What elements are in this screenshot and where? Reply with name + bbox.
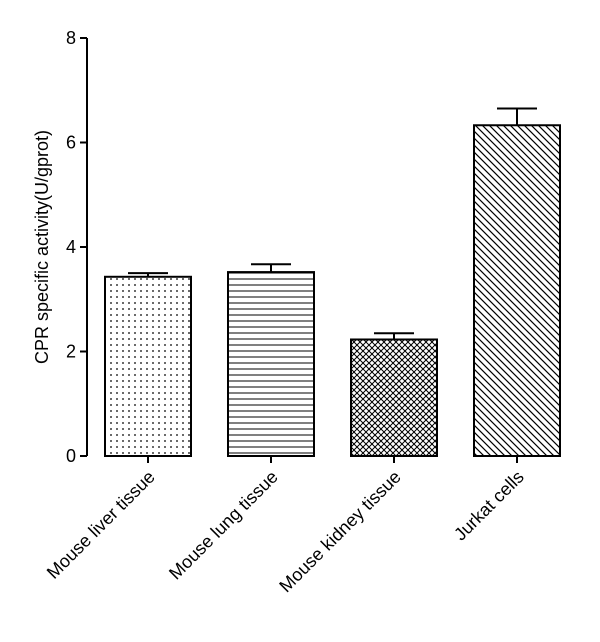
error-bars bbox=[128, 107, 537, 340]
x-axis: Mouse liver tissue Mouse lung tissueMouse… bbox=[43, 456, 528, 596]
y-axis: 0 2 4 6 8 bbox=[66, 28, 88, 466]
x-tick-label: Mouse liver tissue bbox=[43, 467, 159, 583]
y-tick-label: 8 bbox=[66, 28, 76, 48]
bars bbox=[104, 124, 561, 458]
y-tick-label: 6 bbox=[66, 133, 76, 153]
y-tick-label: 0 bbox=[66, 446, 76, 466]
bar bbox=[473, 124, 561, 457]
bar bbox=[104, 275, 192, 457]
y-axis-title: CPR specific activity(U/gprot) bbox=[32, 130, 52, 364]
x-tick-label: Jurkat cells bbox=[450, 467, 528, 545]
y-tick-label: 4 bbox=[66, 237, 76, 257]
bar bbox=[227, 271, 315, 457]
y-tick-label: 2 bbox=[66, 342, 76, 362]
bar bbox=[350, 338, 438, 458]
x-tick-label: Mouse kidney tissue bbox=[275, 467, 404, 596]
x-tick-label: Mouse lung tissue bbox=[165, 467, 282, 584]
